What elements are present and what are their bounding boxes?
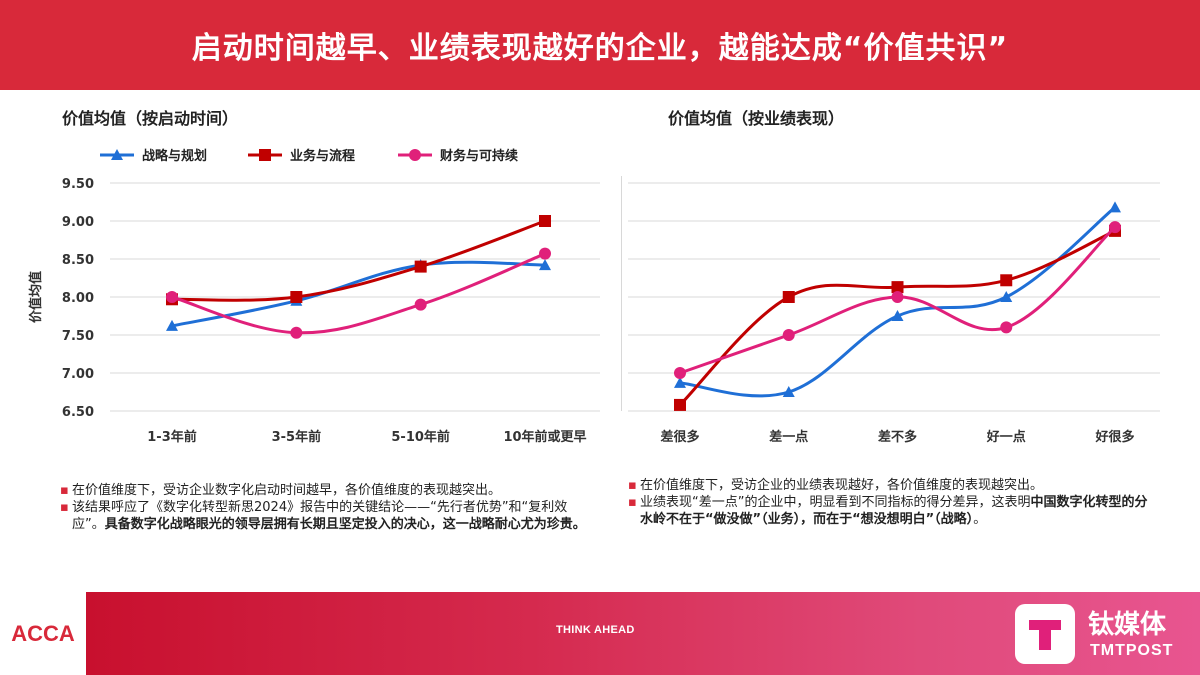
y-tick-label: 6.50 (62, 405, 94, 420)
note-left-2: ▪ 该结果呼应了《数字化转型新思2024》报告中的关键结论——“先行者优势”和“… (60, 499, 600, 533)
note-text: 该结果呼应了《数字化转型新思2024》报告中的关键结论——“先行者优势”和“复利… (72, 500, 568, 532)
data-point-triangle (891, 310, 904, 321)
series-2 (674, 221, 1121, 379)
chart-divider (621, 176, 622, 411)
chart-by-performance: 价值均值（按业绩表现） 差很多 差一点 差不多 好一点 好很多 (600, 95, 1200, 459)
note-left-1: ▪ 在价值维度下，受访企业数字化启动时间越早，各价值维度的表现越突出。 (60, 482, 600, 499)
footer-tagline: THINK AHEAD (556, 624, 635, 636)
note-bullet: ▪ (60, 500, 69, 515)
x-tick-label: 差很多 (660, 429, 699, 445)
chart-title: 价值均值（按启动时间） (62, 109, 238, 128)
note-text: 在价值维度下，受访企业数字化启动时间越早，各价值维度的表现越突出。 (72, 483, 502, 498)
y-axis-label: 价值均值 (28, 271, 44, 323)
y-tick-label: 9.50 (62, 177, 94, 192)
data-point-circle (1109, 221, 1121, 234)
note-bullet: ▪ (60, 483, 69, 498)
note-text: 在价值维度下，受访企业的业绩表现越好，各价值维度的表现越突出。 (640, 478, 1044, 493)
note-bullet: ▪ (628, 478, 637, 493)
chart-by-performance-svg: 价值均值（按业绩表现） 差很多 差一点 差不多 好一点 好很多 (628, 109, 1160, 445)
note-bold-text: 具备数字化战略眼光的领导层拥有长期且坚定投入的决心，这一战略耐心尤为珍贵。 (104, 517, 586, 532)
footer-band (86, 592, 1200, 675)
note-bullet: ▪ (628, 495, 637, 510)
y-tick-label: 9.00 (62, 215, 94, 230)
data-point-square (782, 291, 795, 303)
data-point-circle (1000, 321, 1013, 334)
series-1 (166, 215, 551, 306)
data-point-circle (414, 298, 427, 311)
data-point-circle (539, 247, 551, 260)
x-tick-label: 好一点 (986, 429, 1026, 445)
y-tick-label: 7.00 (62, 367, 94, 382)
tmtpost-logo-icon (1015, 604, 1075, 664)
data-point-circle (674, 367, 686, 379)
data-point-triangle (674, 376, 686, 388)
data-point-triangle (111, 149, 123, 160)
legend-item: 战略与规划 (100, 148, 207, 164)
note-text-end: 。 (973, 512, 987, 527)
data-point-square (1000, 274, 1013, 287)
x-tick-label: 10年前或更早 (503, 429, 586, 445)
data-point-circle (891, 291, 904, 303)
y-tick-label: 8.50 (62, 253, 94, 268)
data-point-circle (409, 149, 421, 161)
tmtpost-name-en: TMTPOST (1090, 642, 1174, 659)
legend-label: 业务与流程 (290, 148, 355, 164)
x-tick-label: 1-3年前 (147, 429, 197, 445)
page-title: 启动时间越早、业绩表现越好的企业，越能达成“价值共识” (0, 0, 1200, 90)
data-point-triangle (782, 386, 795, 397)
acca-logo: ACCA (0, 592, 86, 675)
x-tick-label: 5-10年前 (391, 429, 450, 445)
note-right-1: ▪ 在价值维度下，受访企业的业绩表现越好，各价值维度的表现越突出。 (628, 477, 1148, 494)
series-line (171, 219, 546, 302)
legend-label: 财务与可持续 (440, 148, 518, 164)
series-2 (166, 247, 551, 339)
legend-label: 战略与规划 (142, 148, 207, 164)
x-tick-label: 好很多 (1094, 429, 1134, 445)
chart-title: 价值均值（按业绩表现） (668, 109, 844, 128)
chart-by-start-time: 价值均值（按启动时间） 9.50 9.00 8.50 8.00 7.50 7.00 6.50 价… (0, 95, 620, 459)
footer: ACCA THINK AHEAD 钛媒体 TMTPOST (0, 592, 1200, 675)
tmtpost-name-cn: 钛媒体 (1088, 610, 1167, 640)
data-point-triangle (1000, 291, 1013, 302)
data-point-circle (166, 291, 178, 303)
notes-right: ▪ 在价值维度下，受访企业的业绩表现越好，各价值维度的表现越突出。 ▪ 业绩表现… (628, 477, 1148, 528)
data-point-square (539, 215, 551, 227)
series-0 (166, 259, 551, 331)
x-tick-label: 差一点 (769, 429, 808, 445)
x-tick-label: 差不多 (878, 429, 917, 445)
note-right-2: ▪ 业绩表现“差一点”的企业中，明显看到不同指标的得分差异，这表明中国数字化转型… (628, 494, 1148, 528)
legend-item: 财务与可持续 (398, 148, 518, 164)
x-tick-label: 3-5年前 (272, 429, 322, 445)
data-point-circle (782, 329, 795, 341)
data-point-triangle (1109, 201, 1121, 213)
notes-left: ▪ 在价值维度下，受访企业数字化启动时间越早，各价值维度的表现越突出。 ▪ 该结… (60, 482, 600, 533)
data-point-square (259, 149, 271, 161)
data-point-square (414, 260, 427, 273)
y-tick-label: 8.00 (62, 291, 94, 306)
chart-by-start-time-svg: 价值均值（按启动时间） 9.50 9.00 8.50 8.00 7.50 7.00 6.50 价… (28, 109, 600, 445)
y-tick-label: 7.50 (62, 329, 94, 344)
legend-item: 业务与流程 (248, 148, 355, 164)
series-0 (674, 201, 1121, 398)
series-line (171, 252, 546, 335)
data-point-triangle (166, 319, 178, 331)
note-bold-text: 中国数字化转型的分水岭不在于“做没做”（业务），而在于“想没想明白”（战略） (640, 495, 1148, 527)
note-text: 业绩表现“差一点”的企业中，明显看到不同指标的得分差异，这表明 (640, 495, 1031, 510)
data-point-square (674, 398, 686, 411)
data-point-circle (290, 326, 303, 339)
data-point-triangle (539, 259, 551, 271)
data-point-square (290, 291, 303, 303)
data-point-square (891, 281, 904, 294)
